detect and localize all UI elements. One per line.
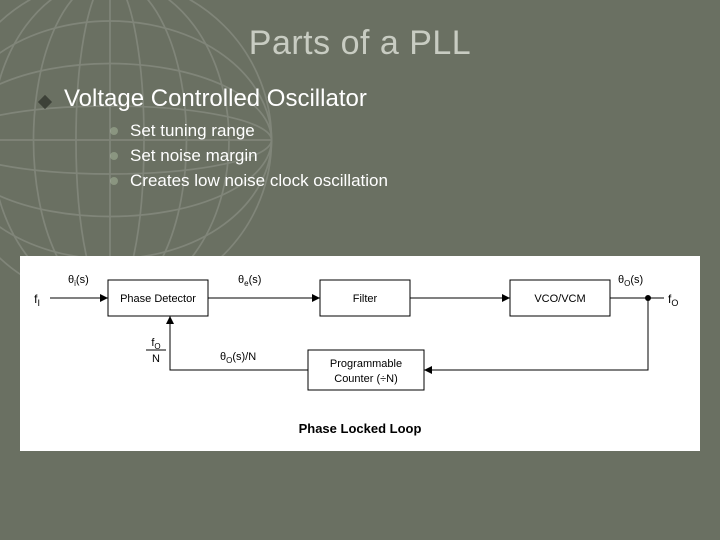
svg-text:Filter: Filter bbox=[353, 293, 378, 305]
dot-bullet-icon bbox=[110, 177, 118, 185]
main-bullet: Voltage Controlled Oscillator bbox=[40, 85, 680, 113]
signal-fo_n: fO N bbox=[146, 337, 166, 365]
slide-title: Parts of a PLL bbox=[0, 0, 720, 63]
dot-bullet-icon bbox=[110, 152, 118, 160]
diagram-caption: Phase Locked Loop bbox=[299, 421, 422, 436]
io-out: fO bbox=[668, 292, 678, 308]
dot-bullet-icon bbox=[110, 127, 118, 135]
sub-bullet: Set noise margin bbox=[110, 146, 680, 166]
slide: Parts of a PLL Voltage Controlled Oscill… bbox=[0, 0, 720, 540]
svg-text:fI: fI bbox=[34, 292, 40, 308]
node-counter: Programmable Counter (÷N) bbox=[308, 350, 424, 390]
sub-bullet-text: Creates low noise clock oscillation bbox=[130, 171, 388, 191]
diamond-bullet-icon bbox=[38, 95, 52, 109]
signal-theta_o_n: θO(s)/N bbox=[220, 351, 256, 365]
svg-text:θe(s): θe(s) bbox=[238, 274, 261, 288]
node-filter: Filter bbox=[320, 280, 410, 316]
main-bullet-text: Voltage Controlled Oscillator bbox=[64, 85, 367, 113]
node-phase_detector: Phase Detector bbox=[108, 280, 208, 316]
io-in: fI bbox=[34, 292, 40, 308]
svg-text:θO(s)/N: θO(s)/N bbox=[220, 351, 256, 365]
svg-text:Counter (÷N): Counter (÷N) bbox=[334, 373, 398, 385]
content-area: Voltage Controlled Oscillator Set tuning… bbox=[0, 63, 720, 191]
pll-diagram-svg: Phase Detector Filter VCO/VCM Programmable C… bbox=[20, 256, 700, 451]
svg-text:N: N bbox=[152, 353, 160, 365]
svg-text:Phase Detector: Phase Detector bbox=[120, 293, 196, 305]
svg-text:fO: fO bbox=[668, 292, 678, 308]
svg-text:VCO/VCM: VCO/VCM bbox=[534, 293, 585, 305]
svg-text:Phase Locked Loop: Phase Locked Loop bbox=[299, 421, 422, 436]
signal-theta_e: θe(s) bbox=[238, 274, 261, 288]
signal-theta_o: θO(s) bbox=[618, 274, 643, 288]
svg-text:fO: fO bbox=[151, 337, 160, 351]
svg-text:Programmable: Programmable bbox=[330, 358, 402, 370]
sub-bullet-text: Set tuning range bbox=[130, 121, 255, 141]
sub-bullet: Creates low noise clock oscillation bbox=[110, 171, 680, 191]
sub-bullet-text: Set noise margin bbox=[130, 146, 258, 166]
sub-bullet-list: Set tuning range Set noise margin Create… bbox=[40, 121, 680, 191]
sub-bullet: Set tuning range bbox=[110, 121, 680, 141]
node-vco: VCO/VCM bbox=[510, 280, 610, 316]
pll-diagram: Phase Detector Filter VCO/VCM Programmable C… bbox=[20, 256, 700, 451]
signal-theta_i: θi(s) bbox=[68, 274, 89, 288]
svg-text:θO(s): θO(s) bbox=[618, 274, 643, 288]
svg-text:θi(s): θi(s) bbox=[68, 274, 89, 288]
